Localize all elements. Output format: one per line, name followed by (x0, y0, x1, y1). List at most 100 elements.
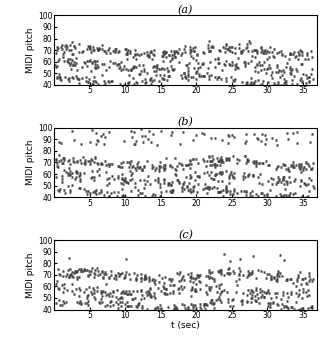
Point (292, 54, 297, 60)
Point (95, 265, 100, 271)
Point (254, 291, 259, 297)
Point (281, 181, 286, 186)
Point (251, 160, 256, 165)
Point (199, 61, 204, 67)
Point (256, 160, 261, 166)
Point (139, 167, 145, 172)
Point (191, 48, 196, 53)
Point (102, 269, 108, 275)
Point (274, 272, 280, 277)
Point (147, 286, 152, 291)
Point (293, 162, 298, 168)
Point (85, 292, 91, 297)
Point (185, 78, 190, 83)
Point (223, 43, 228, 48)
Point (142, 276, 147, 281)
Point (56, 164, 61, 170)
Point (195, 272, 200, 278)
Point (226, 270, 231, 275)
Point (262, 132, 267, 138)
Point (172, 306, 177, 312)
Point (208, 48, 213, 54)
Point (134, 164, 140, 169)
Point (61, 274, 66, 279)
Point (223, 78, 229, 83)
Point (155, 179, 161, 185)
Point (91, 177, 96, 182)
Point (268, 301, 273, 307)
Point (101, 78, 107, 83)
Point (152, 168, 158, 173)
Point (99, 162, 105, 167)
Point (98, 296, 104, 301)
Point (185, 304, 190, 310)
Point (289, 81, 295, 87)
Point (247, 290, 252, 296)
Point (139, 78, 145, 83)
Point (163, 49, 168, 55)
Point (298, 163, 303, 169)
Point (142, 77, 147, 82)
Point (201, 159, 206, 164)
Point (124, 288, 129, 294)
Point (127, 199, 132, 205)
Point (198, 65, 203, 70)
Point (226, 265, 232, 271)
Point (120, 295, 125, 301)
Point (105, 161, 110, 167)
Point (218, 160, 224, 165)
Point (275, 271, 281, 276)
Point (155, 195, 161, 200)
Point (95, 138, 100, 143)
Point (294, 300, 299, 305)
Point (109, 268, 114, 273)
Point (67, 168, 73, 173)
Point (147, 291, 152, 297)
Point (66, 183, 71, 189)
Point (208, 175, 214, 181)
Point (191, 65, 197, 71)
Point (69, 273, 74, 278)
Point (193, 156, 198, 161)
Point (139, 276, 144, 281)
Point (246, 157, 251, 162)
Point (139, 133, 145, 139)
Point (181, 302, 186, 307)
Point (205, 184, 210, 189)
Point (229, 298, 234, 303)
Point (187, 188, 192, 194)
Point (154, 142, 159, 148)
Point (209, 301, 214, 306)
Point (257, 289, 263, 294)
Point (78, 160, 84, 165)
Point (71, 274, 76, 279)
Point (70, 269, 75, 275)
Point (189, 74, 194, 79)
Point (147, 293, 152, 299)
Point (96, 46, 102, 52)
Point (291, 280, 296, 286)
Point (172, 172, 177, 177)
Point (176, 271, 181, 277)
Point (298, 161, 303, 166)
Point (173, 167, 178, 172)
Point (190, 279, 196, 285)
Point (176, 278, 181, 284)
Point (188, 51, 193, 56)
Point (242, 174, 248, 179)
Point (187, 60, 192, 66)
Point (231, 170, 236, 176)
Point (195, 65, 200, 70)
Point (129, 296, 134, 302)
Point (81, 266, 86, 272)
Point (285, 165, 290, 171)
Point (106, 276, 112, 281)
Point (263, 70, 268, 76)
Point (165, 68, 170, 74)
Point (110, 84, 115, 90)
Point (132, 130, 137, 135)
Point (191, 305, 196, 311)
Point (176, 286, 181, 291)
Point (142, 193, 147, 198)
Point (160, 53, 165, 58)
